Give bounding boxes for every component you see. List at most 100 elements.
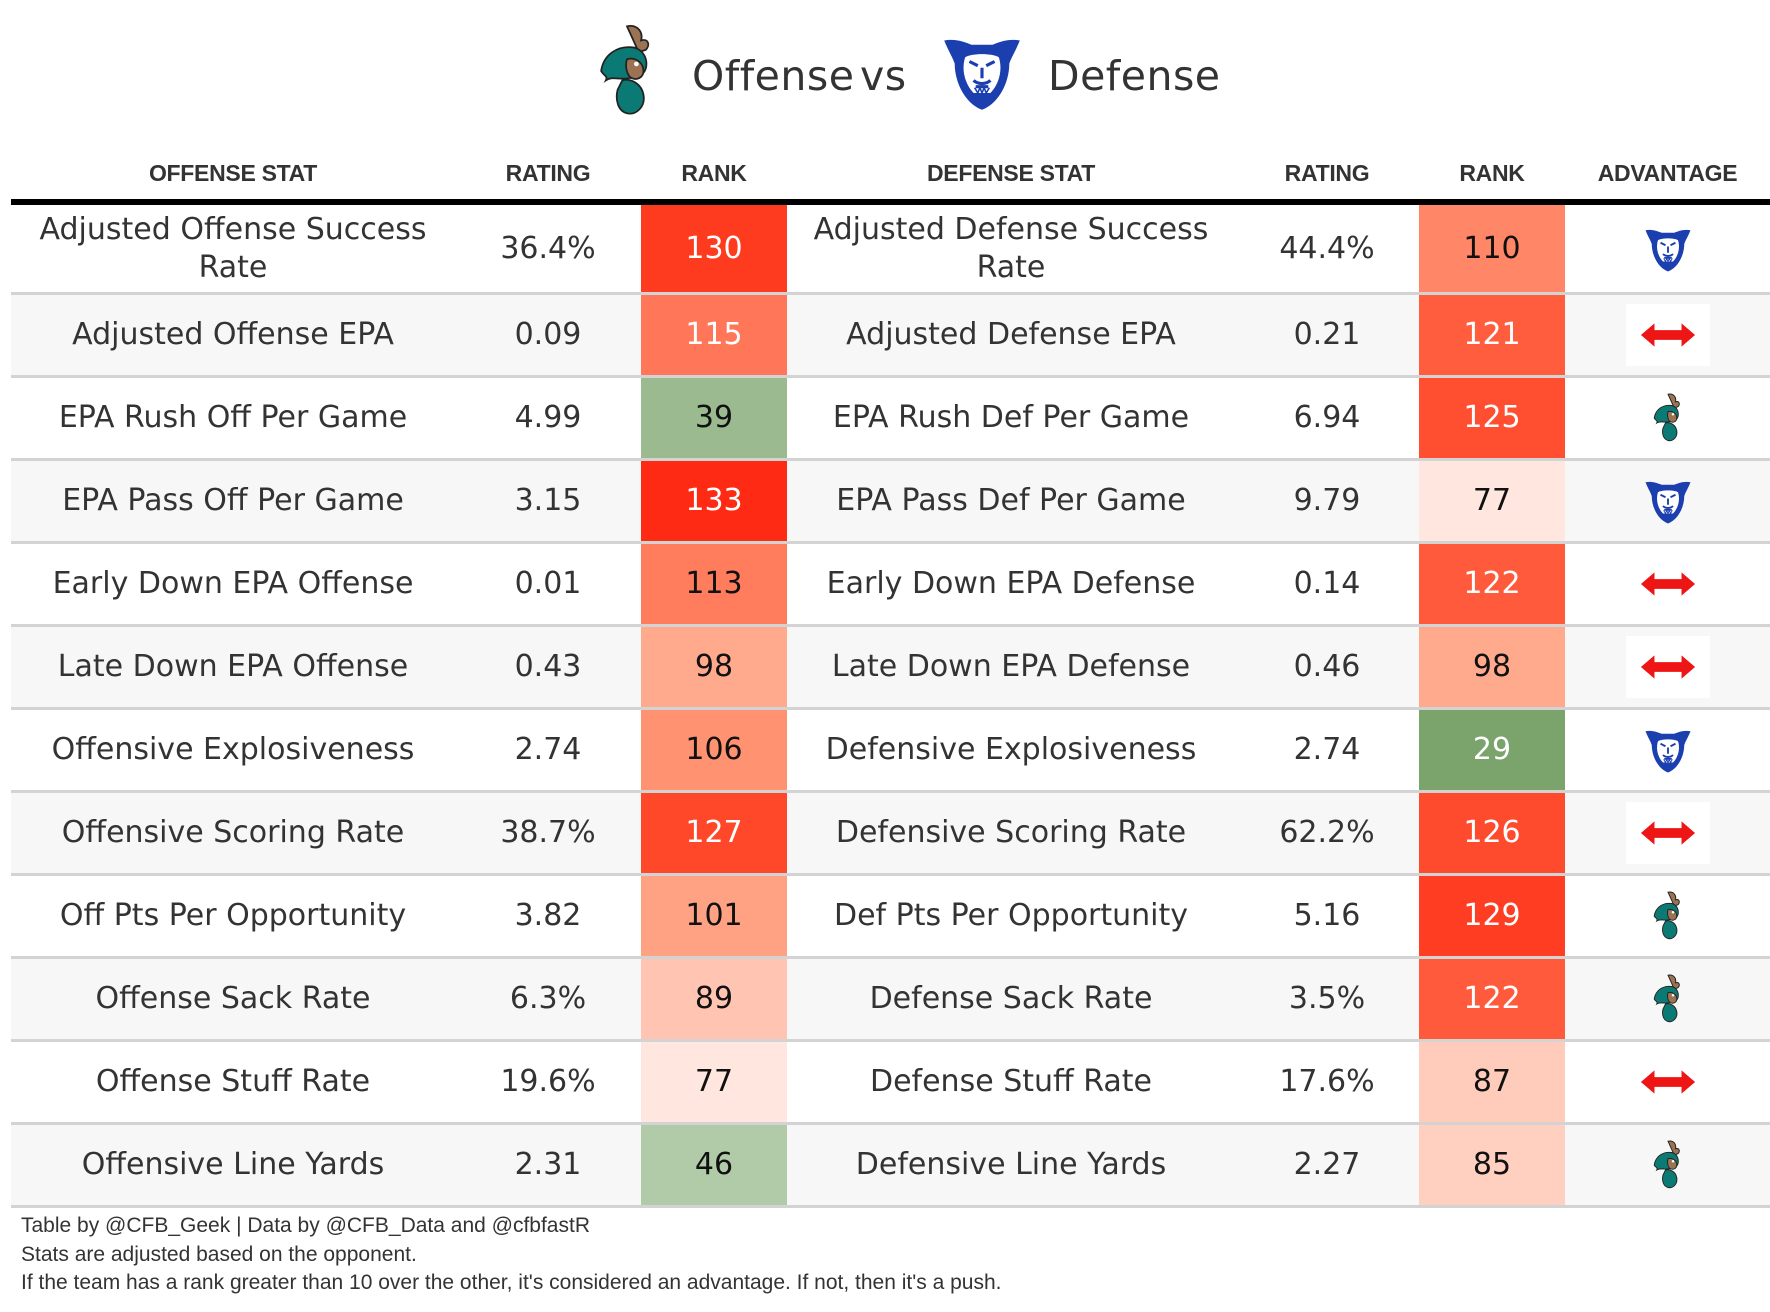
advantage-cell: [1565, 378, 1770, 458]
defense-rating-cell: 0.46: [1293, 649, 1361, 684]
advantage-cell: [1565, 959, 1770, 1039]
table-row: Late Down EPA Offense 0.43 98 Late Down EPA…: [11, 627, 1770, 710]
double-arrow-icon: [1640, 655, 1695, 679]
footer: Table by @CFB_Geek | Data by @CFB_Data a…: [21, 1212, 1001, 1298]
header-offense-stat: OFFENSE STAT: [148, 160, 318, 186]
title-offense: Offense: [692, 52, 855, 100]
defense-rating-cell: 62.2%: [1279, 815, 1375, 850]
defense-rank-cell: 87: [1419, 1042, 1565, 1122]
table-row: EPA Pass Off Per Game 3.15 133 EPA Pass Def…: [11, 461, 1770, 544]
table-row: Offensive Scoring Rate 38.7% 127 Defensive …: [11, 793, 1770, 876]
defense-stat-cell: Early Down EPA Defense: [826, 566, 1196, 601]
advantage-push: [1625, 1051, 1710, 1113]
panther-logo-icon: [1640, 224, 1696, 274]
offense-stat-cell: Off Pts Per Opportunity: [59, 898, 407, 933]
advantage-cell: [1565, 1125, 1770, 1205]
defense-stat-cell: EPA Pass Def Per Game: [836, 483, 1186, 518]
table-row: Offense Sack Rate 6.3% 89 Defense Sack Rate…: [11, 959, 1770, 1042]
offense-rating-cell: 3.82: [514, 898, 582, 933]
table-row: Early Down EPA Offense 0.01 113 Early Down …: [11, 544, 1770, 627]
panther-logo-icon: [1645, 229, 1690, 271]
offense-rank-cell: 113: [641, 544, 787, 624]
offense-stat-cell: Late Down EPA Offense: [57, 649, 409, 684]
defense-rank-cell: 129: [1419, 876, 1565, 956]
offense-stat-cell: EPA Pass Off Per Game: [62, 483, 404, 518]
double-arrow-icon: [1640, 821, 1695, 845]
header-rule: [11, 199, 1770, 205]
panther-logo-icon: [944, 39, 1020, 110]
chanticleer-logo-icon: [1653, 891, 1680, 940]
offense-rank-cell: 133: [641, 461, 787, 541]
offense-rank-cell: 89: [641, 959, 787, 1039]
offense-rating-cell: 6.3%: [509, 981, 587, 1016]
offense-team-logo: [585, 24, 669, 118]
table-row: Off Pts Per Opportunity 3.82 101 Def Pts Pe…: [11, 876, 1770, 959]
offense-rating-cell: 36.4%: [500, 230, 596, 266]
table-row: EPA Rush Off Per Game 4.99 39 EPA Rush Def …: [11, 378, 1770, 461]
offense-rank-cell: 127: [641, 793, 787, 873]
offense-rating-cell: 19.6%: [500, 1064, 596, 1099]
defense-rank-cell: 29: [1419, 710, 1565, 790]
offense-stat-cell: Offensive Line Yards: [81, 1147, 385, 1182]
defense-rank-cell: 122: [1419, 544, 1565, 624]
advantage-push: [1625, 304, 1710, 366]
offense-rating-cell: 2.31: [514, 1147, 582, 1182]
offense-stat-cell: Adjusted Offense Success Rate: [39, 211, 427, 285]
defense-stat-cell: Adjusted Defense EPA: [846, 317, 1176, 352]
offense-rank-cell: 130: [641, 205, 787, 292]
matchup-table: Adjusted Offense Success Rate 36.4% 130 Adj…: [11, 205, 1770, 1208]
table-row: Adjusted Offense Success Rate 36.4% 130 Adj…: [11, 205, 1770, 295]
defense-rating-cell: 17.6%: [1279, 1064, 1375, 1099]
advantage-push: [1625, 636, 1710, 698]
defense-rating-cell: 2.27: [1293, 1147, 1361, 1182]
double-arrow-icon: [1640, 1070, 1695, 1094]
header-defense-stat: DEFENSE STAT: [926, 160, 1096, 186]
defense-rank-cell: 85: [1419, 1125, 1565, 1205]
title-defense: Defense: [1048, 52, 1221, 100]
defense-stat-cell: Def Pts Per Opportunity: [833, 898, 1189, 933]
offense-rank-cell: 39: [641, 378, 787, 458]
defense-rank-cell: 121: [1419, 295, 1565, 375]
defense-team-logo: [932, 30, 1032, 114]
footer-credit: Table by @CFB_Geek | Data by @CFB_Data a…: [21, 1214, 590, 1237]
double-arrow-icon: [1639, 569, 1697, 599]
defense-rating-cell: 5.16: [1293, 898, 1361, 933]
offense-rank-cell: 46: [641, 1125, 787, 1205]
advantage-cell: [1565, 627, 1770, 707]
double-arrow-icon: [1639, 1067, 1697, 1097]
advantage-offense: [1626, 1134, 1710, 1196]
defense-rating-cell: 2.74: [1293, 732, 1361, 767]
offense-rank-cell: 77: [641, 1042, 787, 1122]
offense-rank-cell: 106: [641, 710, 787, 790]
offense-stat-cell: Offensive Scoring Rate: [61, 815, 405, 850]
advantage-cell: [1565, 1042, 1770, 1122]
chanticleer-logo-icon: [600, 25, 650, 115]
defense-stat-cell: EPA Rush Def Per Game: [832, 400, 1190, 435]
panther-logo-icon: [1640, 725, 1696, 775]
defense-rank-cell: 125: [1419, 378, 1565, 458]
offense-stat-cell: Offense Stuff Rate: [95, 1064, 371, 1099]
table-row: Offense Stuff Rate 19.6% 77 Defense Stuff R…: [11, 1042, 1770, 1125]
advantage-defense: [1626, 470, 1710, 532]
offense-rating-cell: 4.99: [514, 400, 582, 435]
chanticleer-logo-icon: [1640, 393, 1696, 443]
panther-logo-icon: [1645, 481, 1690, 524]
offense-stat-cell: Offense Sack Rate: [95, 981, 371, 1016]
chanticleer-logo-icon: [1653, 393, 1680, 442]
defense-stat-cell: Adjusted Defense Success Rate: [813, 211, 1209, 285]
chanticleer-logo-icon: [1640, 974, 1696, 1024]
header-defense-rank: RANK: [1459, 160, 1525, 186]
advantage-defense: [1626, 218, 1710, 280]
defense-rating-cell: 6.94: [1293, 400, 1361, 435]
title-bar: Offense vs Defense: [0, 0, 1770, 140]
advantage-offense: [1626, 387, 1710, 449]
defense-rating-cell: 9.79: [1293, 483, 1361, 518]
offense-rating-cell: 3.15: [514, 483, 582, 518]
offense-rank-cell: 115: [641, 295, 787, 375]
defense-rating-cell: 3.5%: [1288, 981, 1366, 1016]
panther-logo-icon: [1640, 476, 1696, 526]
double-arrow-icon: [1639, 320, 1697, 350]
offense-rank-cell: 101: [641, 876, 787, 956]
footer-note-adjusted: Stats are adjusted based on the opponent…: [21, 1242, 417, 1266]
footer-note-advantage-rule: If the team has a rank greater than 10 o…: [21, 1271, 1002, 1294]
